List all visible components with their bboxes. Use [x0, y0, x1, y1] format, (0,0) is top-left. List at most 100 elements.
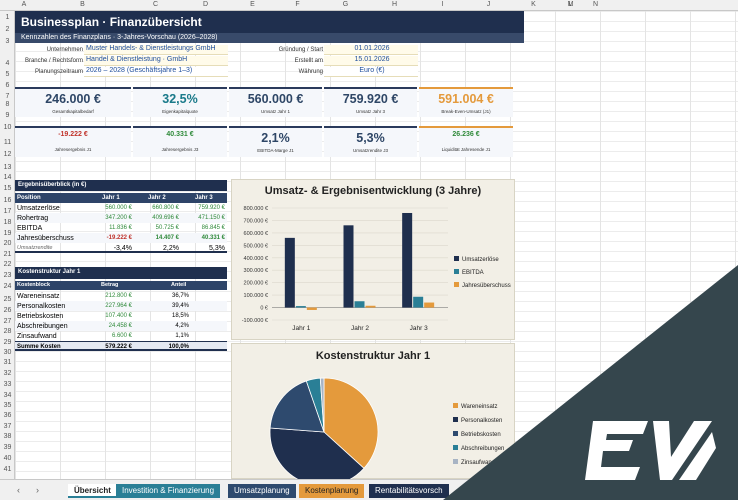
row-header-33[interactable]: 33 [3, 381, 12, 388]
row-header-13[interactable]: 13 [3, 164, 12, 171]
tab-next-arrow[interactable]: › [36, 485, 39, 495]
row-header-25[interactable]: 25 [3, 296, 12, 303]
bar[interactable] [295, 306, 306, 308]
col-A[interactable]: A [21, 1, 27, 8]
col-C[interactable]: C [152, 1, 159, 8]
bar[interactable] [424, 302, 435, 308]
row-header-41[interactable]: 41 [3, 466, 12, 473]
row-header-23[interactable]: 23 [3, 272, 12, 279]
table-row[interactable]: Wareneinsatz 212.800 € 36,7% [15, 291, 227, 301]
col-M[interactable]: M [567, 1, 574, 8]
tab-uebersicht[interactable]: Übersicht [68, 484, 117, 498]
col-I[interactable]: I [441, 1, 444, 8]
row-header-16[interactable]: 16 [3, 197, 12, 204]
kpi-liquidity[interactable]: 26.236 € Liquidität Jahresende J1 [419, 126, 513, 157]
row-header-2[interactable]: 2 [5, 26, 10, 33]
row-header-21[interactable]: 21 [3, 251, 12, 258]
row-header-8[interactable]: 8 [5, 101, 10, 108]
table-row[interactable]: Betriebskosten 107.400 € 18,5% [15, 311, 227, 321]
row-header-29[interactable]: 29 [3, 339, 12, 346]
kpi-ebitda-margin[interactable]: 2,1% EBITDA-Marge J1 [229, 126, 322, 157]
col-B[interactable]: B [80, 1, 85, 8]
row-header-35[interactable]: 35 [3, 402, 12, 409]
bar[interactable] [306, 307, 317, 310]
col-H[interactable]: H [391, 1, 398, 8]
row-header-38[interactable]: 38 [3, 433, 12, 440]
col-E[interactable]: E [250, 1, 255, 8]
row-header-19[interactable]: 19 [3, 230, 12, 237]
kpi-capital-need[interactable]: 246.000 € Gesamtkapitalbedarf [15, 87, 131, 117]
row-header-12[interactable]: 12 [3, 151, 12, 158]
col-N[interactable]: N [592, 1, 599, 8]
kpi-equity-ratio[interactable]: 32,5% Eigenkapitalquote [133, 87, 227, 117]
col-J[interactable]: J [486, 1, 491, 8]
table-row[interactable]: Zinsaufwand 6.600 € 1,1% [15, 331, 227, 341]
table-total-row[interactable]: Summe Kosten 579.222 € 100,0% [15, 341, 227, 351]
pie-slice[interactable] [319, 377, 325, 433]
row-header-15[interactable]: 15 [3, 185, 12, 192]
bar[interactable] [354, 301, 365, 308]
row-header-22[interactable]: 22 [3, 261, 12, 268]
kpi-result-y3[interactable]: 40.331 € Jahresergebnis J3 [133, 126, 227, 157]
row-header-39[interactable]: 39 [3, 444, 12, 451]
table-row[interactable]: EBITDA 11.836 € 50.725 € 86.845 € [15, 223, 227, 233]
col-F[interactable]: F [295, 1, 300, 8]
kpi-return-on-sales[interactable]: 5,3% Umsatzrendite J3 [324, 126, 417, 157]
bar[interactable] [343, 225, 354, 308]
tab-umsatzplanung[interactable]: Umsatzplanung [228, 484, 296, 498]
pie-slice[interactable] [323, 377, 379, 469]
col-G[interactable]: G [342, 1, 349, 8]
row-header-5[interactable]: 5 [5, 71, 10, 78]
bar[interactable] [413, 296, 424, 308]
company-value[interactable]: Muster Handels- & Dienstleistungs GmbH [84, 45, 228, 55]
period-value[interactable]: 2026 – 2028 (Geschäftsjahre 1–3) [84, 67, 228, 77]
row-header-6[interactable]: 6 [5, 82, 10, 89]
row-header-9[interactable]: 9 [5, 112, 10, 119]
row-header-24[interactable]: 24 [3, 283, 12, 290]
bar[interactable] [402, 212, 413, 308]
created-value[interactable]: 15.01.2026 [324, 56, 418, 66]
tab-rentabilitaet[interactable]: Rentabilitätsvorsch [369, 484, 449, 498]
table-row[interactable]: Rohertrag 347.200 € 409.696 € 471.150 € [15, 213, 227, 223]
row-header-37[interactable]: 37 [3, 423, 12, 430]
table-row[interactable]: Umsatzerlöse 560.000 € 660.800 € 759.920… [15, 203, 227, 213]
kpi-revenue-y1[interactable]: 560.000 € Umsatz Jahr 1 [229, 87, 322, 117]
col-K[interactable]: K [531, 1, 536, 8]
row-header-36[interactable]: 36 [3, 412, 12, 419]
col-D[interactable]: D [202, 1, 209, 8]
bar-chart[interactable]: Umsatz- & Ergebnisentwicklung (3 Jahre) … [231, 179, 515, 340]
row-header-4[interactable]: 4 [5, 60, 10, 67]
currency-value[interactable]: Euro (€) [324, 67, 418, 77]
row-header-28[interactable]: 28 [3, 328, 12, 335]
table-row[interactable]: Umsatzrendite -3,4% 2,2% 5,3% [15, 243, 227, 253]
row-header-34[interactable]: 34 [3, 392, 12, 399]
kpi-break-even[interactable]: 591.004 € Break-Even-Umsatz (J1) [419, 87, 513, 117]
row-header-11[interactable]: 11 [3, 139, 12, 146]
founding-value[interactable]: 01.01.2026 [324, 45, 418, 55]
tab-kostenplanung[interactable]: Kostenplanung [299, 484, 365, 498]
row-header-17[interactable]: 17 [3, 208, 12, 215]
table-row[interactable]: Jahresüberschuss -19.222 € 14.407 € 40.3… [15, 233, 227, 243]
pie-chart[interactable]: Kostenstruktur Jahr 1 Wareneinsatz Person… [231, 343, 515, 480]
row-header-14[interactable]: 14 [3, 174, 12, 181]
kpi-result-y1[interactable]: -19.222 € Jahresergebnis J1 [15, 126, 131, 157]
table-row[interactable]: Personalkosten 227.964 € 39,4% [15, 301, 227, 311]
branch-value[interactable]: Handel & Dienstleistung · GmbH [84, 56, 228, 66]
row-header-31[interactable]: 31 [3, 359, 12, 366]
row-header-18[interactable]: 18 [3, 219, 12, 226]
row-header-3[interactable]: 3 [5, 38, 10, 45]
bar[interactable] [365, 305, 376, 308]
tab-prev-arrow[interactable]: ‹ [17, 485, 20, 495]
table-row[interactable]: Abschreibungen 24.458 € 4,2% [15, 321, 227, 331]
row-header-10[interactable]: 10 [3, 124, 12, 131]
tab-investition[interactable]: Investition & Finanzierung [116, 484, 221, 498]
row-header-7[interactable]: 7 [5, 93, 10, 100]
row-header-20[interactable]: 20 [3, 240, 12, 247]
bar[interactable] [284, 237, 295, 308]
row-header-1[interactable]: 1 [5, 14, 10, 21]
kpi-revenue-y3[interactable]: 759.920 € Umsatz Jahr 3 [324, 87, 417, 117]
row-header-26[interactable]: 26 [3, 307, 12, 314]
row-header-32[interactable]: 32 [3, 370, 12, 377]
pie-slice[interactable] [269, 427, 365, 480]
